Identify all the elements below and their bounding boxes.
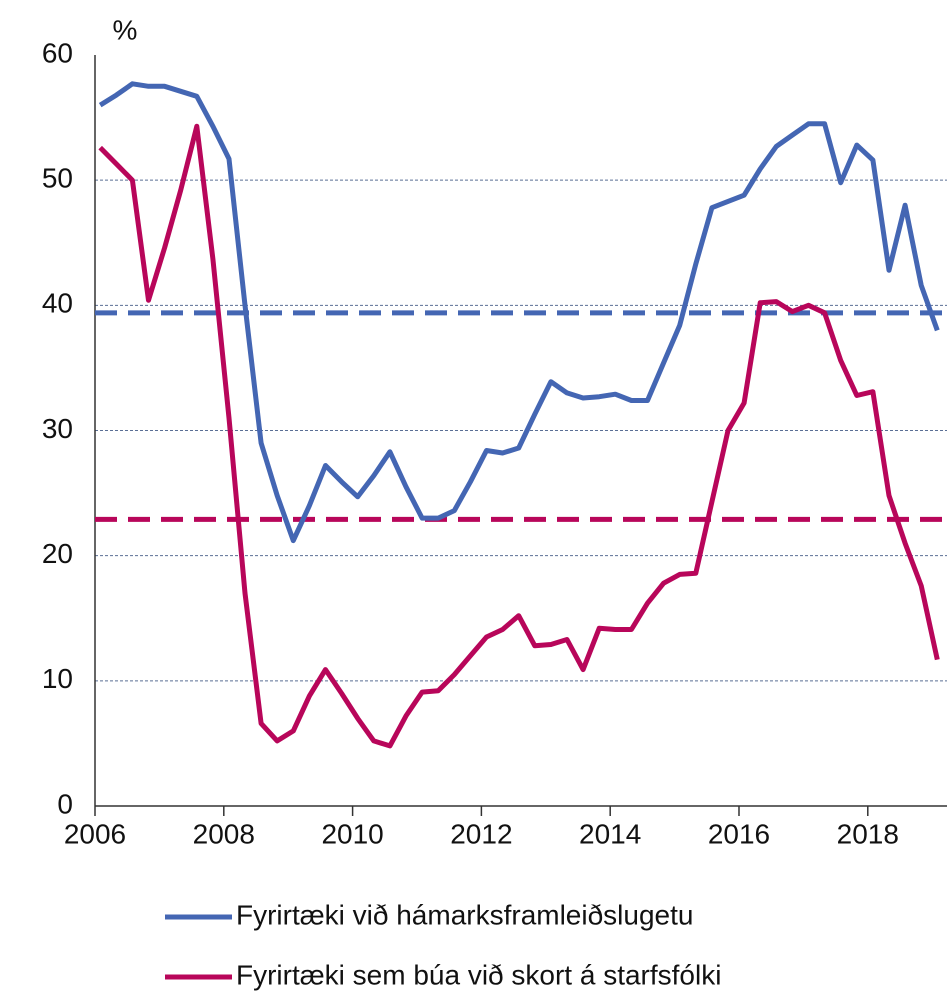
x-tick-label: 2008 [193, 818, 255, 849]
y-tick-label: 50 [42, 163, 73, 194]
y-tick-label: 20 [42, 538, 73, 569]
x-tick-label: 2012 [450, 818, 512, 849]
x-tick-label: 2010 [321, 818, 383, 849]
y-tick-label: 30 [42, 413, 73, 444]
x-tick-label: 2014 [579, 818, 641, 849]
x-tick-label: 2016 [708, 818, 770, 849]
series-line [98, 81, 940, 544]
y-tick-label: 0 [57, 788, 73, 819]
x-tick-label: 2018 [837, 818, 899, 849]
y-tick-label: 60 [42, 37, 73, 68]
y-tick-label: 10 [42, 663, 73, 694]
legend-label: Fyrirtæki sem búa við skort á starfsfólk… [236, 959, 721, 990]
y-tick-label: 40 [42, 288, 73, 319]
x-tick-label: 2006 [64, 818, 126, 849]
series-line [98, 123, 940, 749]
legend-label: Fyrirtæki við hámarksframleiðslugetu [236, 899, 693, 930]
y-unit: % [113, 14, 138, 45]
